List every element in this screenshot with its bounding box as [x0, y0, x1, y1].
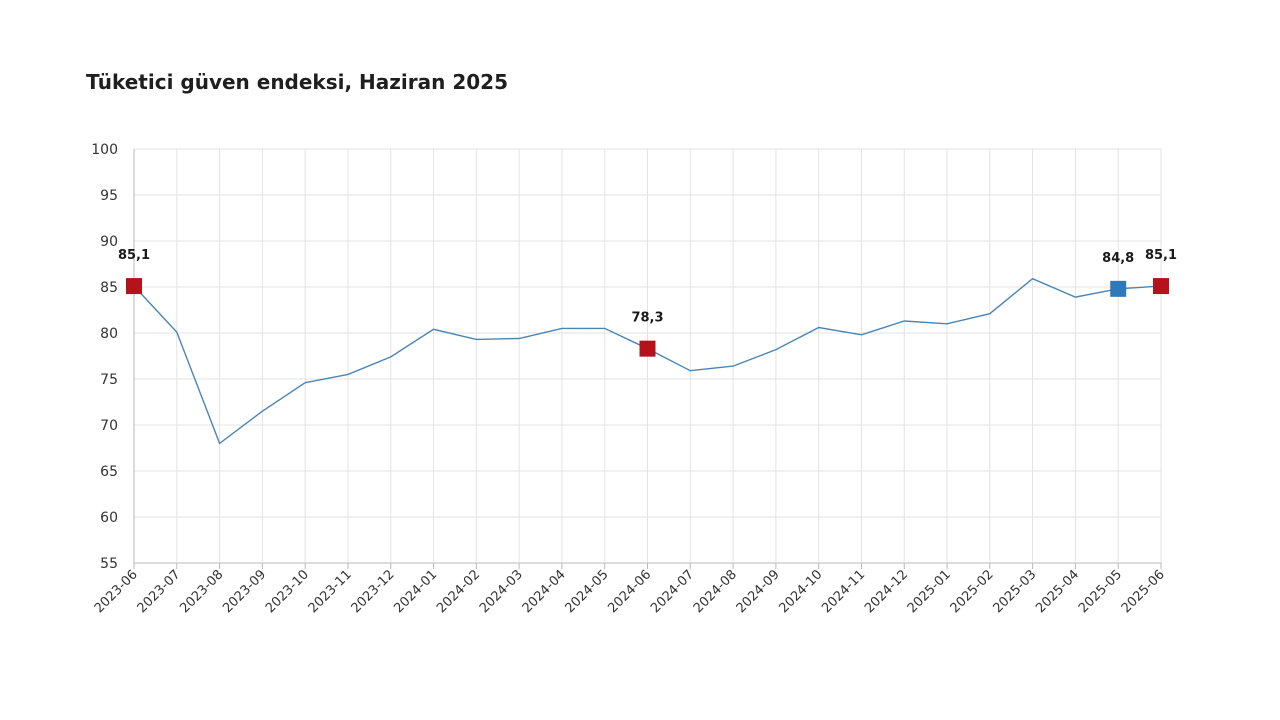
x-tick-label: 2025-03	[990, 567, 1039, 616]
x-tick-label: 2025-05	[1076, 567, 1125, 616]
x-tick-label: 2024-03	[477, 567, 526, 616]
data-label: 84,8	[1102, 251, 1134, 266]
y-tick-label: 90	[100, 234, 118, 250]
y-tick-label: 95	[100, 188, 118, 204]
x-tick-label: 2023-10	[263, 567, 312, 616]
x-tick-label: 2025-06	[1119, 567, 1168, 616]
x-tick-label: 2023-12	[349, 567, 398, 616]
y-tick-label: 60	[100, 510, 118, 526]
x-tick-label: 2023-06	[92, 567, 141, 616]
x-tick-label: 2024-11	[819, 567, 868, 616]
data-point-marker	[1110, 280, 1127, 297]
data-point-marker	[639, 340, 656, 357]
y-tick-label: 100	[91, 142, 118, 158]
x-tick-label: 2024-07	[648, 567, 697, 616]
x-tick-label: 2024-01	[391, 567, 440, 616]
data-point-marker	[1153, 278, 1169, 295]
x-tick-label: 2025-01	[905, 567, 954, 616]
chart-title: Tüketici güven endeksi, Haziran 2025	[86, 70, 509, 94]
x-tick-label: 2024-10	[776, 567, 825, 616]
x-tick-label: 2025-02	[948, 567, 997, 616]
highlight-markers: 85,1 78,3 84,8 85,1	[118, 248, 1177, 357]
x-tick-label: 2024-09	[734, 567, 783, 616]
x-tick-label: 2024-02	[434, 567, 483, 616]
y-tick-label: 70	[100, 418, 118, 434]
y-axis-ticks: 55 60 65 70 75 80 85 90 95 100	[91, 142, 118, 572]
data-label: 85,1	[118, 248, 150, 263]
x-tick-label: 2025-04	[1033, 567, 1082, 616]
y-tick-label: 75	[100, 372, 118, 388]
x-tick-label: 2024-12	[862, 567, 911, 616]
x-tick-label: 2024-06	[605, 567, 654, 616]
x-tick-label: 2023-08	[177, 567, 226, 616]
y-tick-label: 55	[100, 556, 118, 572]
x-tick-label: 2023-11	[306, 567, 355, 616]
y-tick-label: 65	[100, 464, 118, 480]
data-label: 85,1	[1145, 248, 1177, 263]
grid-lines	[133, 148, 1162, 569]
x-tick-label: 2024-04	[520, 567, 569, 616]
x-tick-label: 2023-07	[135, 567, 184, 616]
y-tick-label: 85	[100, 280, 118, 296]
data-label: 78,3	[631, 311, 663, 326]
x-tick-label: 2024-05	[563, 567, 612, 616]
y-tick-label: 80	[100, 326, 118, 342]
x-tick-label: 2023-09	[220, 567, 269, 616]
x-axis-ticks: 2023-062023-072023-082023-092023-102023-…	[92, 567, 1168, 616]
data-point-marker	[126, 278, 142, 295]
x-tick-label: 2024-08	[691, 567, 740, 616]
